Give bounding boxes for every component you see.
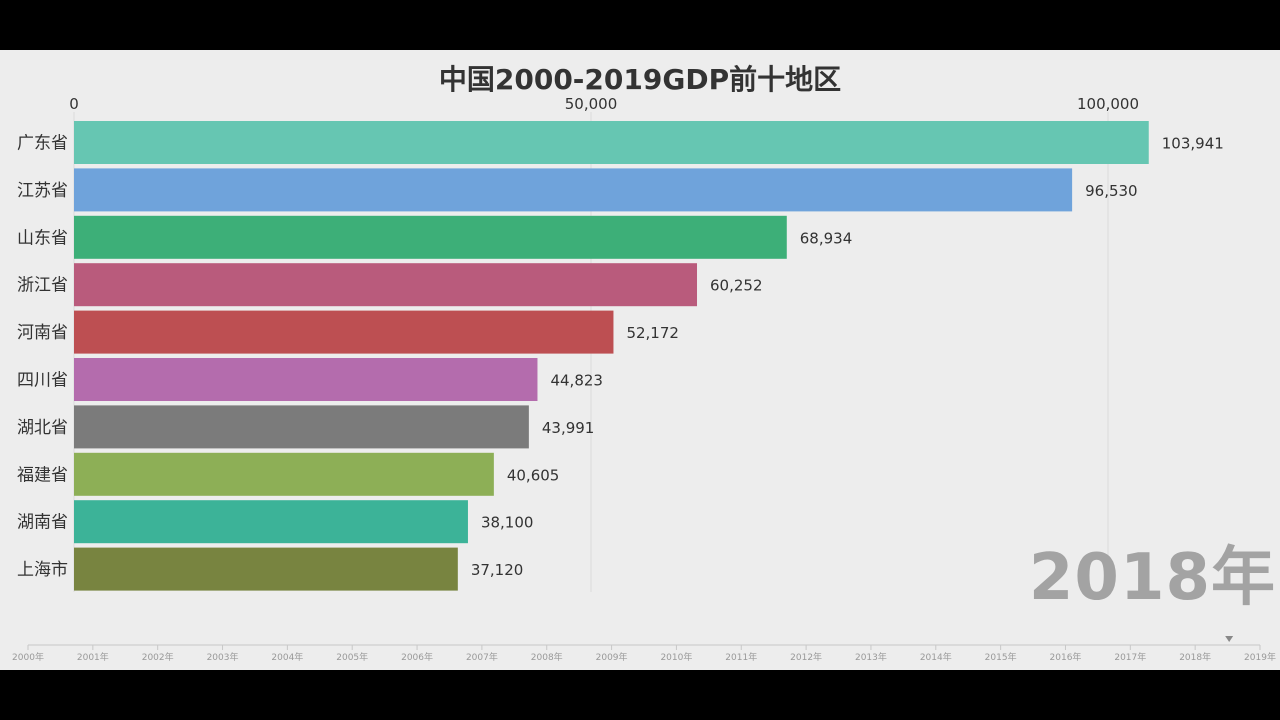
timeline-year-label: 2019年 (1244, 651, 1276, 663)
value-label: 96,530 (1085, 182, 1138, 200)
timeline-year-label: 2000年 (12, 651, 44, 663)
bar (74, 310, 614, 354)
timeline-year-label: 2005年 (336, 651, 368, 663)
chart-stage: 中国2000-2019GDP前十地区 0 50,000 100,000 广东省 103,… (0, 50, 1280, 670)
chart-title: 中国2000-2019GDP前十地区 (438, 63, 842, 96)
category-label: 湖北省 (17, 418, 68, 438)
timeline-year-label: 2013年 (855, 651, 887, 663)
timeline-year-label: 2011年 (725, 651, 757, 663)
category-label: 广东省 (17, 134, 68, 154)
category-label: 浙江省 (17, 276, 68, 296)
category-label: 湖南省 (17, 513, 68, 533)
value-label: 60,252 (710, 277, 763, 295)
category-label: 河南省 (17, 323, 68, 343)
x-tick-label: 0 (69, 95, 79, 113)
x-tick-label: 100,000 (1077, 95, 1139, 113)
category-label: 山东省 (17, 228, 68, 248)
timeline-year-label: 2017年 (1114, 651, 1146, 663)
value-label: 43,991 (542, 419, 595, 437)
bar (74, 358, 538, 401)
timeline-year-label: 2009年 (596, 651, 628, 663)
timeline-year-label: 2006年 (401, 651, 433, 663)
timeline-year-label: 2004年 (271, 651, 303, 663)
timeline-year-label: 2015年 (985, 651, 1017, 663)
bar (74, 215, 787, 259)
category-label: 江苏省 (17, 181, 68, 201)
bar (74, 452, 494, 496)
category-label: 四川省 (17, 371, 68, 391)
timeline-year-label: 2018年 (1179, 651, 1211, 663)
bar-chart: 0 50,000 100,000 广东省 103,941 江苏省 96,530 山东省 68,9… (17, 95, 1224, 592)
x-tick-label: 50,000 (565, 95, 618, 113)
timeline-year-label: 2014年 (920, 651, 952, 663)
category-label: 上海市 (17, 560, 68, 580)
bar (74, 121, 1149, 164)
value-label: 37,120 (471, 561, 524, 579)
timeline-year-label: 2003年 (207, 651, 239, 663)
timeline-year-label: 2002年 (142, 651, 174, 663)
value-label: 44,823 (550, 372, 603, 390)
timeline-year-label: 2016年 (1050, 651, 1082, 663)
current-year-label: 2018年 (1028, 541, 1276, 615)
bar (74, 547, 458, 591)
year-timeline[interactable]: 2000年 2001年 2002年 2003年 2004年 2005年 2006年 2007年… (0, 630, 1280, 670)
value-label: 52,172 (626, 324, 679, 342)
timeline-year-label: 2010年 (660, 651, 692, 663)
timeline-year-label: 2001年 (77, 651, 109, 663)
category-label: 福建省 (17, 465, 68, 485)
bar (74, 500, 468, 544)
timeline-marker-icon (1225, 636, 1234, 642)
value-label: 38,100 (481, 514, 533, 532)
bar (74, 263, 698, 307)
timeline-year-label: 2012年 (790, 651, 822, 663)
value-label: 103,941 (1162, 135, 1224, 153)
bar (74, 168, 1073, 212)
bar (74, 405, 529, 449)
value-label: 40,605 (507, 466, 560, 484)
timeline-year-label: 2007年 (466, 651, 498, 663)
timeline-year-label: 2008年 (531, 651, 563, 663)
value-label: 68,934 (800, 229, 853, 247)
